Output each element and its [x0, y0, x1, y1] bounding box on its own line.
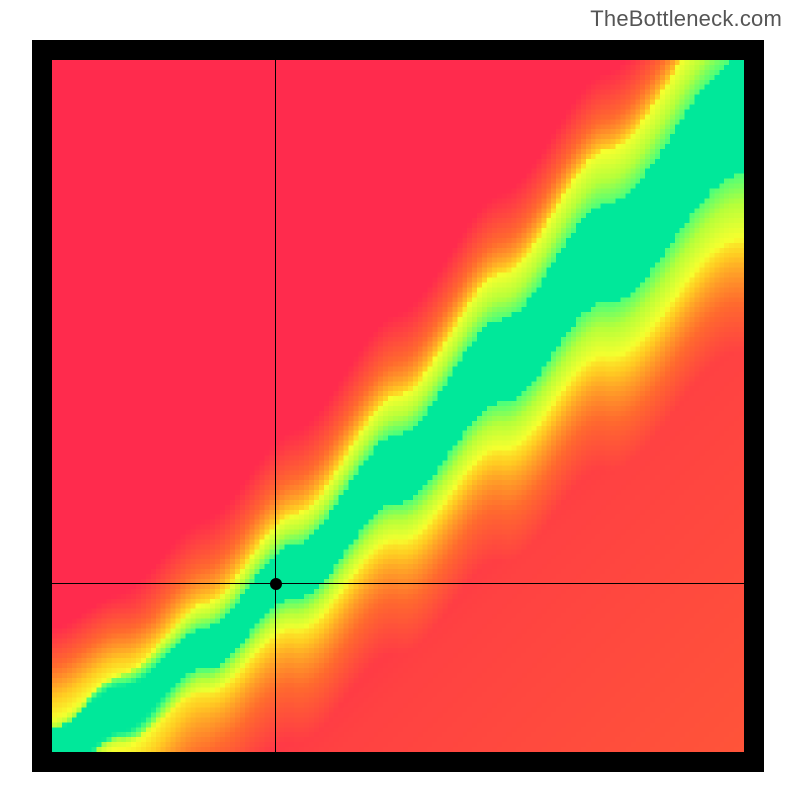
crosshair-vertical	[275, 60, 276, 752]
crosshair-horizontal	[52, 583, 744, 584]
heatmap-canvas	[52, 60, 744, 752]
crosshair-marker	[270, 578, 282, 590]
chart-container: TheBottleneck.com	[0, 0, 800, 800]
watermark-text: TheBottleneck.com	[590, 6, 782, 32]
